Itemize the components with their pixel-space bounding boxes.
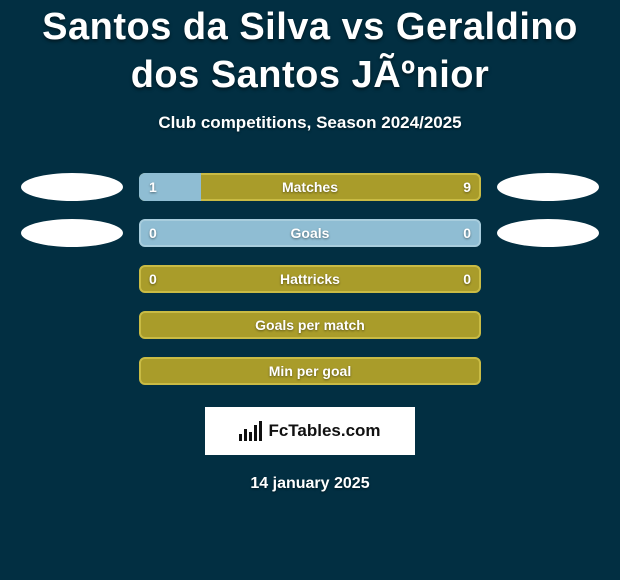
stat-value-right: 0 — [463, 265, 471, 293]
stat-label: Goals per match — [139, 311, 481, 339]
stat-label: Goals — [139, 219, 481, 247]
player-left-badge — [21, 219, 123, 247]
stat-row: Min per goal — [0, 357, 620, 385]
stat-bar: Matches1 9 — [139, 173, 481, 201]
stat-row: Goals0 0 — [0, 219, 620, 247]
stat-value-left: 0 — [149, 219, 157, 247]
player-right-badge — [497, 173, 599, 201]
player-right-badge — [497, 219, 599, 247]
stat-row: Goals per match — [0, 311, 620, 339]
player-left-badge — [21, 173, 123, 201]
fctables-logo: FcTables.com — [205, 407, 415, 455]
date-label: 14 january 2025 — [0, 475, 620, 493]
logo-text: FcTables.com — [268, 421, 380, 441]
stat-label: Matches — [139, 173, 481, 201]
stat-value-right: 9 — [463, 173, 471, 201]
stat-bar: Hattricks0 0 — [139, 265, 481, 293]
stat-row: Hattricks0 0 — [0, 265, 620, 293]
stat-bar: Min per goal — [139, 357, 481, 385]
stat-bar: Goals per match — [139, 311, 481, 339]
stat-label: Hattricks — [139, 265, 481, 293]
stat-value-left: 1 — [149, 173, 157, 201]
stat-row: Matches1 9 — [0, 173, 620, 201]
bar-chart-icon — [239, 421, 262, 441]
stat-value-right: 0 — [463, 219, 471, 247]
stat-value-left: 0 — [149, 265, 157, 293]
stats-container: Matches19Goals00Hattricks00Goals per mat… — [0, 173, 620, 385]
subtitle: Club competitions, Season 2024/2025 — [0, 113, 620, 133]
page-title: Santos da Silva vs Geraldino dos Santos … — [0, 0, 620, 99]
stat-label: Min per goal — [139, 357, 481, 385]
stat-bar: Goals0 0 — [139, 219, 481, 247]
